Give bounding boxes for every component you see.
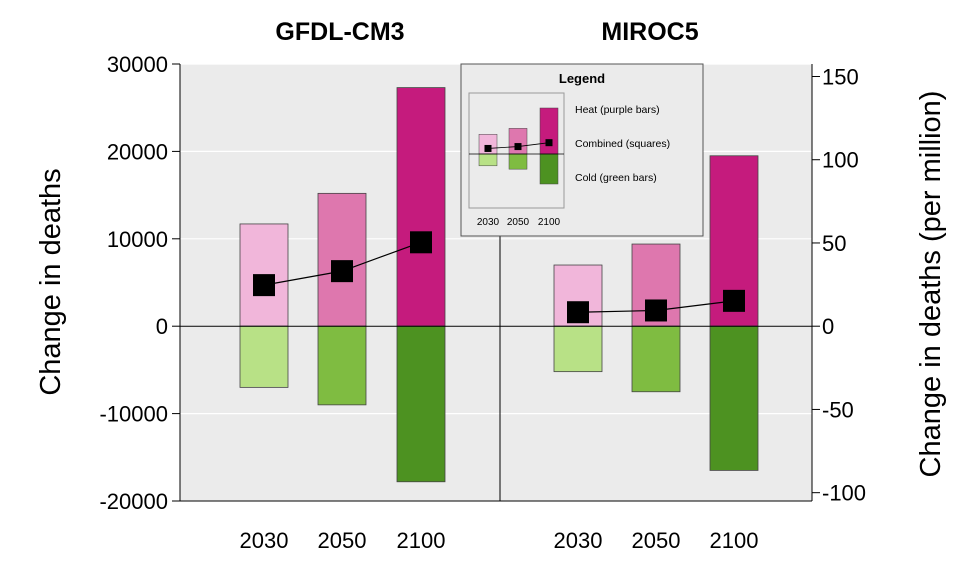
bars: [239, 87, 759, 483]
panel-title-gfdl: GFDL-CM3: [275, 18, 404, 46]
cold-bar-miroc5-2030: [553, 325, 603, 373]
left-tick-label-30000: 30000: [107, 52, 168, 77]
left-tick-label-20000: 20000: [107, 139, 168, 164]
heat-bar-gfdl-cm3-2100: [396, 87, 446, 327]
legend-tick-2100: 2100: [538, 217, 561, 228]
right-tick-label-50: 50: [822, 231, 846, 256]
panel-title-miroc: MIROC5: [601, 18, 698, 46]
right-tick-label--100: -100: [822, 481, 866, 506]
combined-marker-miroc5-2100: [723, 289, 745, 312]
legend-cold-bar-2050: [508, 153, 528, 170]
legend-combined-marker-2050: [514, 143, 522, 151]
right-tick-label-100: 100: [822, 148, 859, 173]
left-tick-label-10000: 10000: [107, 227, 168, 252]
axes: -20000 -10000 0 10000 20000 30000 -100 -50 0 50 10…: [99, 52, 866, 553]
legend-combined-marker-2100: [545, 139, 553, 147]
legend-heat-bar-2100: [539, 107, 559, 155]
legend-title: Legend: [559, 71, 605, 86]
right-tick-label-0: 0: [822, 314, 834, 339]
x-tick-label-gfdl-cm3-2030: 2030: [240, 528, 289, 553]
cold-bar-miroc5-2100: [709, 325, 759, 471]
x-tick-label-miroc5-2030: 2030: [554, 528, 603, 553]
x-tick-label-miroc5-2100: 2100: [710, 528, 759, 553]
left-tick-label--10000: -10000: [99, 402, 168, 427]
plot-frame: [179, 64, 813, 502]
legend-cold-bar-2030: [478, 153, 498, 167]
legend-tick-2050: 2050: [507, 217, 530, 228]
cold-bar-gfdl-cm3-2100: [396, 325, 446, 483]
x-tick-label-miroc5-2050: 2050: [632, 528, 681, 553]
left-tick-label--20000: -20000: [99, 489, 168, 514]
right-tick-label--50: -50: [822, 397, 854, 422]
combined-marker-gfdl-cm3-2030: [253, 274, 275, 297]
legend-item-heat: Heat (purple bars): [575, 104, 660, 116]
combined-marker-gfdl-cm3-2050: [331, 260, 353, 283]
heat-bar-gfdl-cm3-2050: [317, 192, 367, 327]
legend-mini-chart: [469, 107, 564, 185]
cold-bar-miroc5-2050: [631, 325, 681, 393]
legend: Legend Heat (purple bars) Combined (squa…: [460, 63, 704, 237]
legend-item-combined: Combined (squares): [575, 138, 670, 150]
combined-series: [253, 231, 745, 324]
y-axis-right-label: Change in deaths (per million): [915, 91, 947, 478]
legend-combined-marker-2030: [484, 144, 492, 152]
legend-cold-bar-2100: [539, 153, 559, 185]
x-tick-label-gfdl-cm3-2050: 2050: [318, 528, 367, 553]
y-axis-left-label: Change in deaths: [35, 168, 67, 395]
combined-marker-miroc5-2030: [567, 301, 589, 324]
combined-marker-miroc5-2050: [645, 299, 667, 322]
left-tick-label-0: 0: [156, 314, 168, 339]
cold-bar-gfdl-cm3-2050: [317, 325, 367, 406]
x-tick-label-gfdl-cm3-2100: 2100: [397, 528, 446, 553]
heat-bar-gfdl-cm3-2030: [239, 223, 289, 327]
combined-marker-gfdl-cm3-2100: [410, 231, 432, 254]
right-tick-label-150: 150: [822, 64, 859, 89]
cold-bar-gfdl-cm3-2030: [239, 325, 289, 388]
legend-heat-bar-2050: [508, 128, 528, 155]
legend-tick-2030: 2030: [477, 217, 500, 228]
legend-item-cold: Cold (green bars): [575, 172, 657, 184]
